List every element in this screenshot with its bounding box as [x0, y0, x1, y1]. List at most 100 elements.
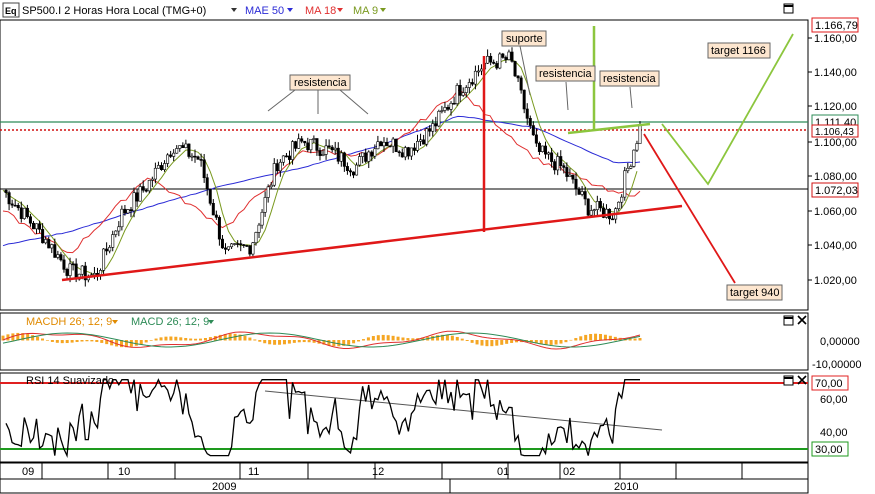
macd-hist-bar	[505, 340, 509, 344]
candle-body	[202, 159, 206, 179]
label-suporte: suporte	[506, 33, 543, 45]
candle-body	[355, 164, 359, 176]
indicator-mae50[interactable]: MAE 50	[245, 5, 284, 17]
price-flag-1166: 1.166,79	[815, 20, 858, 32]
indicator-ma9[interactable]: MA 9	[353, 5, 378, 17]
macd-maximize-icon[interactable]	[783, 315, 794, 326]
candle-body	[632, 149, 636, 167]
macd-main-line	[2, 332, 641, 348]
price-panel	[0, 19, 809, 311]
macd-hist-bar	[184, 337, 188, 341]
candle-body	[291, 141, 295, 160]
candle-body	[242, 244, 246, 246]
macd-hist-bar	[534, 340, 538, 344]
macd-hist-bar	[228, 333, 232, 341]
candle-body	[507, 51, 511, 60]
candle-body	[10, 203, 14, 206]
candle-body	[455, 85, 459, 104]
rsi-close-icon[interactable]	[797, 375, 807, 385]
macd-signal-line	[2, 330, 641, 350]
candle-body	[449, 102, 453, 110]
candle-body	[205, 177, 209, 190]
macd-hist-bar	[544, 340, 548, 345]
candle-body	[7, 192, 11, 205]
maximize-icon[interactable]	[783, 3, 794, 14]
candle-body	[13, 204, 17, 207]
price-flag-1072: 1.072,03	[815, 185, 858, 197]
ma9-dropdown-icon[interactable]	[380, 8, 386, 12]
candle-body	[379, 141, 383, 147]
candle-body	[38, 223, 42, 230]
mae50-dropdown-icon[interactable]	[287, 8, 293, 12]
candle-body	[562, 165, 566, 168]
candle-body	[425, 128, 429, 145]
candle-body	[592, 209, 596, 211]
candle-body	[269, 184, 273, 188]
candle-body	[367, 151, 371, 162]
symbol-title[interactable]: SP500.I 2 Horas Hora Local (TMG+0)	[22, 5, 206, 17]
candle-body	[406, 147, 410, 157]
candle-body	[394, 138, 398, 153]
candle-body	[434, 123, 438, 127]
symbol-dropdown-icon[interactable]	[231, 8, 237, 12]
macd-tick-neg10: -10,00000	[812, 359, 862, 371]
candle-body	[108, 247, 112, 252]
candle-body	[422, 139, 426, 145]
price-axis: 1.160,00 1.140,00 1.120,00 1.100,00 1.08…	[808, 17, 859, 287]
macd-hist-bar	[396, 336, 400, 341]
logo-text: Eq	[5, 6, 17, 16]
year-2010: 2010	[614, 481, 638, 493]
macd-hist-bar	[65, 340, 69, 344]
ma9-line	[2, 58, 638, 276]
macd-hist-bar	[579, 336, 583, 341]
candle-body	[71, 263, 75, 266]
macd-hist-bar	[613, 336, 617, 341]
macd-hist-bar	[361, 339, 365, 341]
candle-body	[35, 223, 39, 230]
macd-dropdown-icon[interactable]	[208, 320, 214, 324]
candle-body	[19, 207, 23, 219]
macd-close-icon[interactable]	[797, 315, 807, 325]
candle-body	[556, 156, 560, 171]
macd-hist-bar	[603, 334, 607, 341]
candle-body	[257, 224, 261, 233]
candle-body	[382, 141, 386, 147]
indicator-ma18[interactable]: MA 18	[305, 5, 336, 17]
candle-body	[47, 239, 51, 249]
candle-body	[68, 263, 72, 276]
macd-hist-bar	[41, 338, 45, 341]
candle-body	[208, 188, 212, 204]
candle-body	[178, 145, 182, 149]
rsi-tick-60: 60,00	[820, 394, 848, 406]
macd-hist-bar	[594, 333, 598, 341]
candle-body	[577, 188, 581, 195]
candle-body	[138, 186, 142, 202]
candle-body	[141, 186, 145, 191]
candle-body	[227, 246, 231, 250]
rsi-maximize-icon[interactable]	[783, 375, 794, 386]
macd-hist-bar	[559, 340, 563, 344]
macd-hist-bar	[120, 340, 124, 348]
candle-body	[626, 167, 630, 172]
candle-body	[510, 51, 514, 62]
candle-body	[239, 243, 243, 245]
candle-body	[153, 167, 157, 180]
price-tick-1140: 1.140,00	[814, 67, 857, 79]
macd-hist-bar	[322, 340, 326, 345]
label-resistencia-2: resistencia	[539, 68, 592, 80]
macd-hist-bar	[31, 335, 35, 341]
macd-hist-bar	[357, 340, 361, 342]
candle-body	[105, 248, 109, 252]
macd-hist-bar	[465, 340, 469, 341]
macd-hist-bar	[144, 340, 148, 343]
macd-hist-bar	[45, 340, 49, 341]
candle-body	[92, 273, 96, 276]
macdh-dropdown-icon[interactable]	[112, 320, 118, 324]
candle-body	[25, 207, 29, 218]
candle-body	[312, 138, 316, 140]
price-tick-1160: 1.160,00	[814, 33, 857, 45]
macd-hist-bar	[431, 335, 435, 341]
ma18-dropdown-icon[interactable]	[337, 8, 343, 12]
candle-body	[330, 146, 334, 151]
macd-hist-bar	[376, 335, 380, 341]
